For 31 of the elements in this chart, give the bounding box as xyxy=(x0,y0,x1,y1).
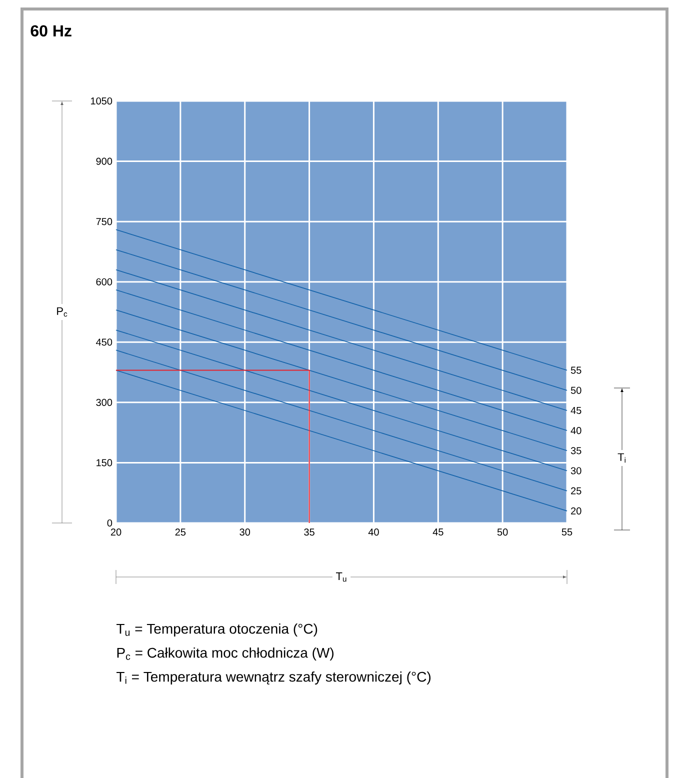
y-tick-label: 0 xyxy=(107,519,112,527)
series-label: 40 xyxy=(570,427,582,434)
series-label: 25 xyxy=(571,487,582,494)
series-label: 20 xyxy=(571,507,582,514)
y-tick-label: 300 xyxy=(96,398,112,406)
y-axis-title: P$_{c}$ xyxy=(57,307,68,317)
series-label: 45 xyxy=(570,406,582,414)
series-label: 30 xyxy=(570,467,582,474)
y-tick-label: 900 xyxy=(96,158,112,165)
y-tick-label: 1050 xyxy=(90,97,112,105)
x-tick-label: 20 xyxy=(110,528,122,536)
y-tick-label: 750 xyxy=(96,218,112,226)
x-tick-label: 40 xyxy=(368,528,379,536)
y-tick-label: 600 xyxy=(96,278,112,286)
x-axis-title: T$_{u}$ xyxy=(336,572,346,582)
y-tick-label: 450 xyxy=(96,338,112,346)
chart-title: 60 Hz xyxy=(30,25,72,37)
text: P$_{c}$ = Całkowita moc chłodnicza (W) xyxy=(117,647,334,661)
x-tick-label: 45 xyxy=(432,528,444,536)
x-tick-label: 55 xyxy=(562,528,572,536)
x-tick-label: 50 xyxy=(497,528,508,536)
legend-title: T$_{i}$ xyxy=(618,453,626,463)
text: T$_{i}$ = Temperatura wewnątrz szafy sterowniczej (°C) xyxy=(116,671,430,685)
series-label: 50 xyxy=(570,386,582,394)
x-tick-label: 30 xyxy=(240,528,250,536)
x-tick-label: 35 xyxy=(304,528,314,536)
y-tick-label: 150 xyxy=(96,459,112,466)
series-label: 35 xyxy=(570,447,582,454)
series-label: 55 xyxy=(570,366,582,374)
x-tick-label: 25 xyxy=(175,528,186,536)
text: T$_{u}$ = Temperatura otoczenia (°C) xyxy=(116,623,318,637)
